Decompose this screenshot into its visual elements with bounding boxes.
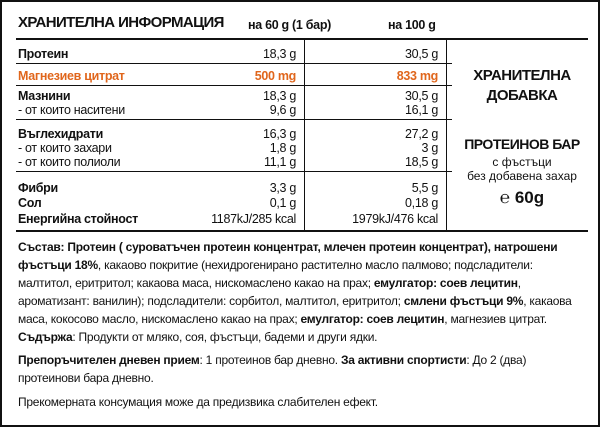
bold-text: Съдържа xyxy=(18,330,73,344)
column-divider xyxy=(446,40,447,230)
column-header: на 100 g xyxy=(388,18,436,32)
rule xyxy=(16,119,452,120)
detail: без добавена захар xyxy=(467,169,577,183)
value-per-60g: 0,1 g xyxy=(269,196,297,210)
value-per-60g: 1,8 g xyxy=(269,141,297,155)
warning: Прекомерната консумация може да предизви… xyxy=(18,395,378,409)
row-label: Въглехидрати xyxy=(18,127,103,141)
rule xyxy=(16,63,452,64)
rule xyxy=(16,230,588,232)
value-per-100g: 833 mg xyxy=(396,69,439,83)
bold-text: Препоръчителен дневен прием xyxy=(18,353,200,367)
value-per-100g: 16,1 g xyxy=(405,103,438,117)
text: , какаова маса, кокосово масло, нискомас… xyxy=(18,294,572,326)
value-per-100g: 30,5 g xyxy=(405,47,438,61)
bold-text: Състав: Протеин ( суроватъчен протеин ко… xyxy=(18,240,558,272)
product-name: ПРОТЕИНОВ БАР xyxy=(464,136,580,152)
ingredients: Състав: Протеин ( суроватъчен протеин ко… xyxy=(18,238,586,346)
rule xyxy=(16,38,588,40)
row-label: - от които полиоли xyxy=(18,155,121,169)
row-label: - от които захари xyxy=(18,141,112,155)
row-label: Магнезиев цитрат xyxy=(18,69,125,83)
value-per-100g: 18,5 g xyxy=(405,155,438,169)
detail: с фъстъци xyxy=(492,155,552,169)
row-label: Протеин xyxy=(18,47,69,61)
value-per-60g: 11,1 g xyxy=(263,155,296,169)
row-label: Енергийна стойност xyxy=(18,212,138,226)
rule xyxy=(16,85,452,86)
value-per-100g: 0,18 g xyxy=(405,196,438,210)
value-per-60g: 500 mg xyxy=(254,69,297,83)
bold-text: За активни спортисти xyxy=(340,353,467,367)
row-label: - от които наситени xyxy=(18,103,125,117)
value-per-100g: 3 g xyxy=(421,141,439,155)
value-per-100g: 1979kJ/476 kcal xyxy=(352,212,438,226)
rule xyxy=(16,171,452,172)
category: ХРАНИТЕЛНА ДОБАВКА xyxy=(473,67,571,104)
details: с фъстъци без добавена захар xyxy=(452,155,592,183)
bold-text: емулгатор: соев лецитин xyxy=(373,276,518,290)
text: , магнезиев цитрат. xyxy=(444,312,547,326)
value-per-60g: 1187kJ/285 kcal xyxy=(211,212,296,226)
text: : Продукти от мляко, соя, фъстъци, бадем… xyxy=(72,330,378,344)
value-per-60g: 9,6 g xyxy=(269,103,297,117)
row-label: Сол xyxy=(18,196,42,210)
column-header: на 60 g (1 бар) xyxy=(248,18,332,32)
text: : До 2 (два) протеинови бара дневно. xyxy=(18,353,527,385)
text: : 1 протеинов бар дневно. xyxy=(199,353,341,367)
value-per-60g: 16,3 g xyxy=(263,127,296,141)
text: , ароматизант: ванилин); подсладители: с… xyxy=(18,276,521,308)
value-per-60g: 18,3 g xyxy=(263,89,296,103)
weight: ℮ 60g xyxy=(499,188,545,207)
bold-text: смлени фъстъци 9% xyxy=(403,294,524,308)
bold-text: емулгатор: соев лецитин xyxy=(300,312,445,326)
title: ХРАНИТЕЛНА ИНФОРМАЦИЯ xyxy=(18,14,224,31)
recommended-intake: Препоръчителен дневен прием: 1 протеинов… xyxy=(18,351,586,387)
value-per-100g: 5,5 g xyxy=(411,181,439,195)
value-per-60g: 18,3 g xyxy=(263,47,296,61)
row-label: Мазнини xyxy=(18,89,71,103)
value-per-100g: 27,2 g xyxy=(405,127,438,141)
row-label: Фибри xyxy=(18,181,58,195)
column-divider xyxy=(304,40,305,230)
value-per-60g: 3,3 g xyxy=(269,181,297,195)
text: , какаово покритие (нехидрогенирано раст… xyxy=(18,258,533,290)
value-per-100g: 30,5 g xyxy=(405,89,438,103)
